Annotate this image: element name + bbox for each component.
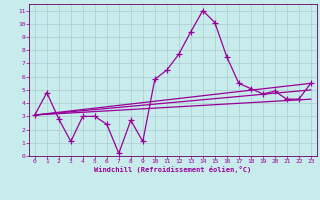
X-axis label: Windchill (Refroidissement éolien,°C): Windchill (Refroidissement éolien,°C) [94, 166, 252, 173]
